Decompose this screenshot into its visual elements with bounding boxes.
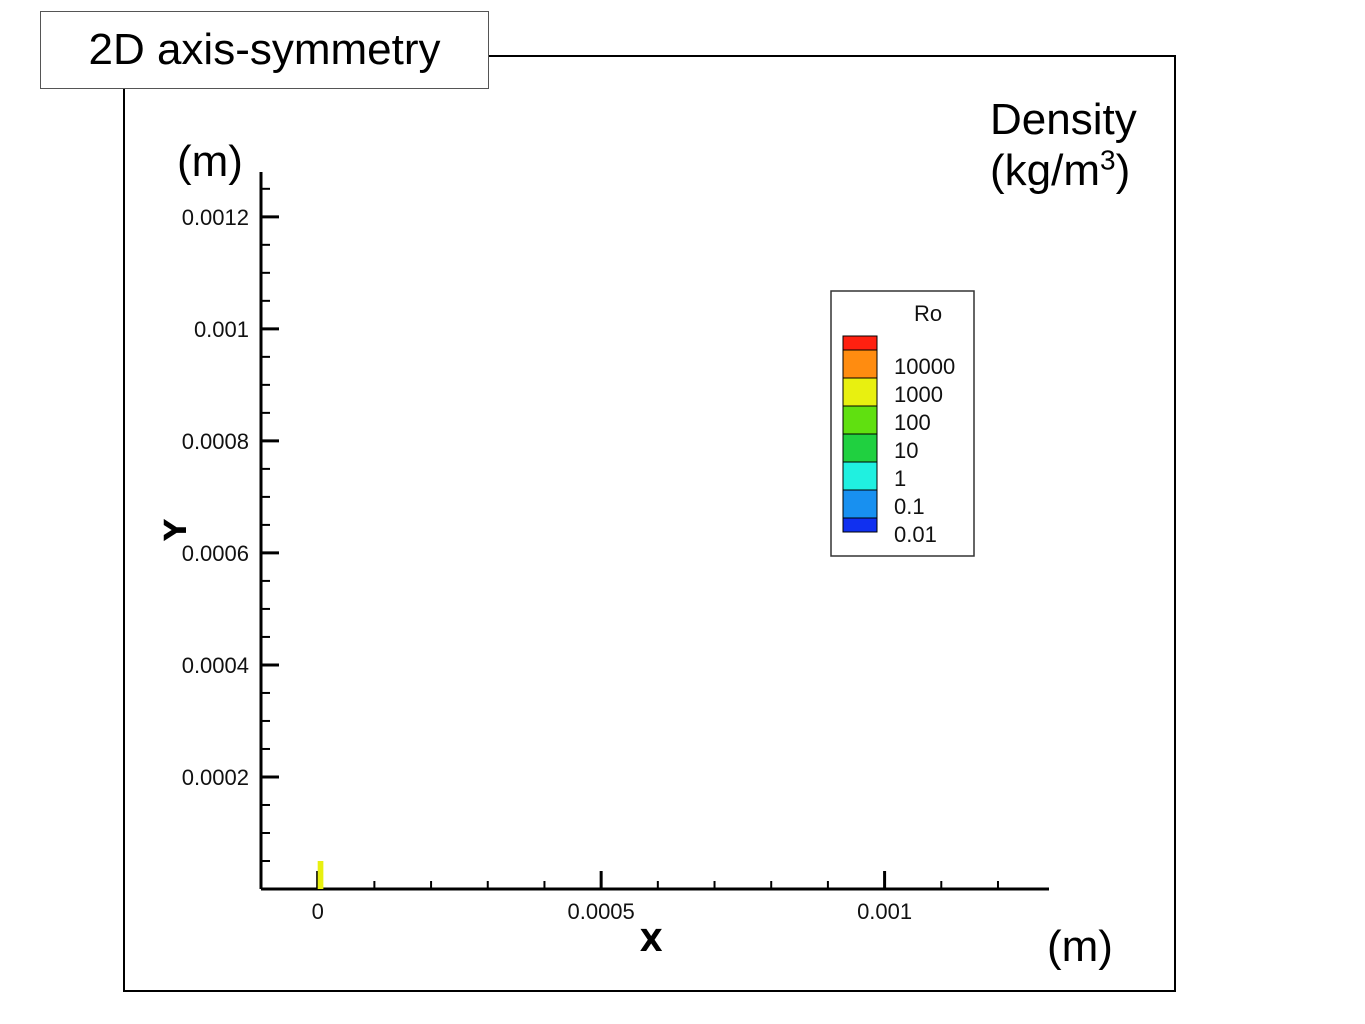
legend-level-label: 0.01: [894, 522, 937, 547]
legend-swatch: [842, 517, 878, 533]
legend-swatch: [842, 461, 878, 491]
legend-level-label: 0.1: [894, 494, 925, 519]
y-tick-label: 0.0006: [182, 541, 249, 566]
y-unit-label: (m): [177, 137, 243, 186]
figure-title: 2D axis-symmetry: [40, 11, 489, 89]
x-tick-label: 0.001: [857, 899, 912, 924]
density-title-line1: Density: [990, 95, 1137, 144]
y-tick-label: 0.0008: [182, 429, 249, 454]
legend-swatch: [842, 433, 878, 463]
x-tick-label: 0: [312, 899, 324, 924]
y-axis-title: Y: [159, 518, 194, 542]
legend-swatch: [842, 335, 878, 351]
y-tick-label: 0.0004: [182, 653, 249, 678]
legend-level-label: 10000: [894, 354, 955, 379]
density-unit: (kg/m: [990, 145, 1100, 195]
x-unit-label: (m): [1047, 922, 1113, 971]
density-regions: [317, 860, 324, 889]
legend-swatch: [842, 489, 878, 519]
y-tick-label: 0.001: [194, 317, 249, 342]
legend-level-label: 100: [894, 410, 931, 435]
legend-title: Ro: [914, 301, 942, 326]
legend-swatch: [842, 377, 878, 407]
density-unit-close: ): [1115, 145, 1131, 195]
x-tick-label: 0.0005: [567, 899, 634, 924]
plot-frame: [123, 55, 1176, 992]
density-unit-sup: 3: [1100, 143, 1116, 175]
legend-level-label: 10: [894, 438, 918, 463]
y-tick-label: 0.0012: [182, 205, 249, 230]
legend-swatch: [842, 349, 878, 379]
legend-level-label: 1000: [894, 382, 943, 407]
legend: Ro 10000 1000 100 10 1 0.1 0.01: [830, 290, 975, 557]
x-axis-title: X: [640, 924, 663, 959]
axes: 0 0.0005 0.001 0.0002 0.0004 0.0006 0.0008 0.00…: [159, 172, 1049, 959]
y-tick-label: 0.0002: [182, 765, 249, 790]
density-title-line2: (kg/m3): [990, 143, 1137, 197]
legend-level-label: 1: [894, 466, 906, 491]
density-title: Density (kg/m3): [990, 95, 1137, 196]
density-region: [317, 860, 324, 889]
legend-swatch: [842, 405, 878, 435]
